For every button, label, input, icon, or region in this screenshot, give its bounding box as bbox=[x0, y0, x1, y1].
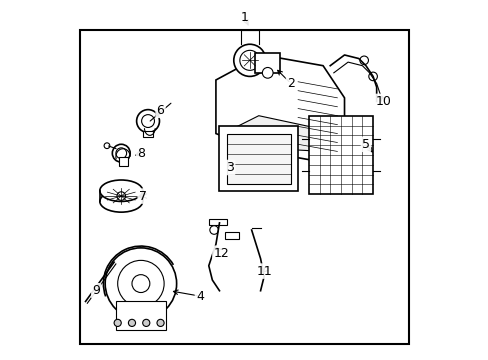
Bar bbox=[224, 232, 239, 239]
Circle shape bbox=[136, 110, 159, 132]
Circle shape bbox=[359, 56, 367, 64]
Bar bbox=[255, 53, 280, 73]
Text: 2: 2 bbox=[286, 77, 294, 90]
Circle shape bbox=[262, 67, 272, 78]
Bar bbox=[219, 126, 298, 191]
Ellipse shape bbox=[100, 191, 142, 212]
Text: 4: 4 bbox=[196, 289, 203, 303]
Text: 9: 9 bbox=[92, 284, 100, 297]
Text: 8: 8 bbox=[137, 147, 144, 160]
Text: 11: 11 bbox=[256, 265, 271, 278]
Circle shape bbox=[118, 260, 164, 307]
Text: 5: 5 bbox=[361, 138, 369, 151]
Bar bbox=[226, 134, 290, 184]
Text: 1: 1 bbox=[240, 11, 248, 24]
Circle shape bbox=[128, 319, 135, 327]
Circle shape bbox=[142, 114, 154, 127]
Bar bbox=[142, 131, 153, 137]
Circle shape bbox=[240, 50, 259, 70]
Text: 3: 3 bbox=[226, 161, 234, 174]
Circle shape bbox=[233, 44, 265, 76]
Bar bbox=[116, 301, 165, 330]
Polygon shape bbox=[230, 116, 323, 152]
Circle shape bbox=[104, 143, 110, 149]
Ellipse shape bbox=[100, 180, 142, 202]
Text: 12: 12 bbox=[213, 247, 229, 260]
Text: 7: 7 bbox=[139, 190, 146, 203]
Circle shape bbox=[112, 144, 130, 162]
Text: 10: 10 bbox=[375, 95, 391, 108]
Bar bbox=[80, 30, 408, 344]
Circle shape bbox=[209, 226, 218, 234]
Circle shape bbox=[105, 248, 176, 319]
Circle shape bbox=[116, 148, 126, 158]
Circle shape bbox=[157, 319, 164, 327]
Circle shape bbox=[114, 319, 121, 327]
Polygon shape bbox=[216, 55, 344, 162]
Bar bbox=[119, 157, 127, 166]
Circle shape bbox=[117, 192, 125, 201]
Bar bbox=[208, 219, 226, 225]
Circle shape bbox=[142, 319, 149, 327]
Circle shape bbox=[132, 275, 149, 293]
Circle shape bbox=[368, 72, 377, 81]
Bar bbox=[308, 116, 372, 194]
Text: 6: 6 bbox=[156, 104, 164, 117]
